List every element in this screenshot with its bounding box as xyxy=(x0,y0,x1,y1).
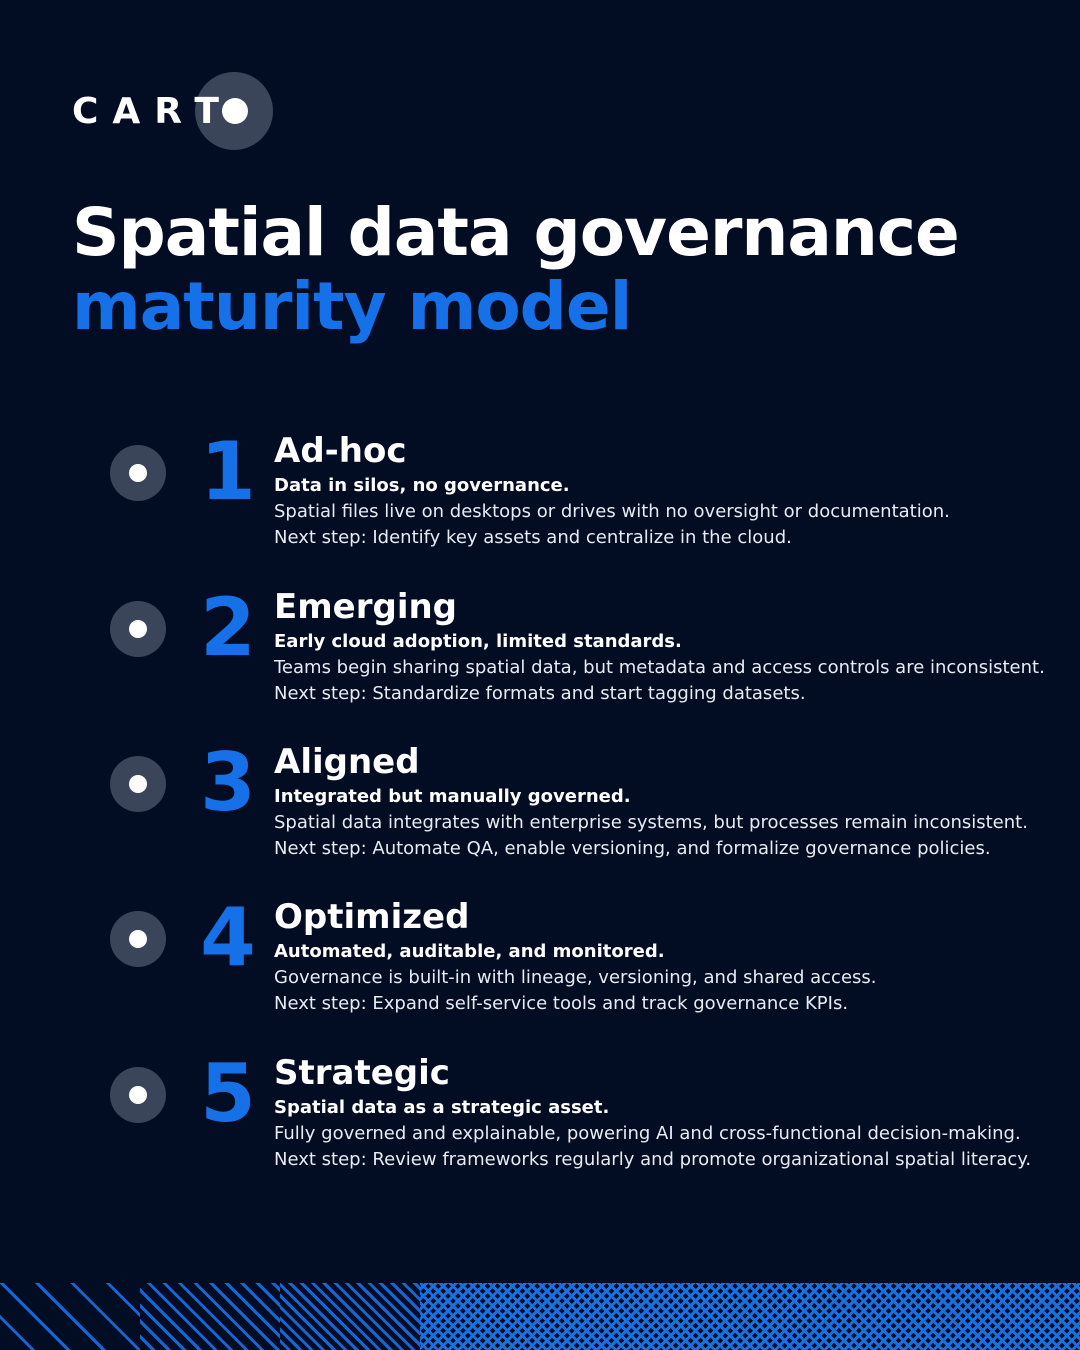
stage-5: 5 Strategic Spatial data as a strategic … xyxy=(0,1049,1080,1207)
decorative-pattern-dense xyxy=(280,1283,420,1350)
stage-3: 3 Aligned Integrated but manually govern… xyxy=(0,738,1080,896)
stage-text: Aligned Integrated but manually governed… xyxy=(274,740,1028,862)
stage-description: Teams begin sharing spatial data, but me… xyxy=(274,657,1045,678)
stage-summary: Early cloud adoption, limited standards. xyxy=(274,631,682,652)
stage-summary: Spatial data as a strategic asset. xyxy=(274,1097,610,1118)
stage-next-step: Next step: Automate QA, enable versionin… xyxy=(274,838,991,859)
stage-summary: Automated, auditable, and monitored. xyxy=(274,941,665,962)
stage-next-step: Next step: Expand self-service tools and… xyxy=(274,993,849,1014)
stage-summary: Data in silos, no governance. xyxy=(274,475,570,496)
stage-4: 4 Optimized Automated, auditable, and mo… xyxy=(0,893,1080,1051)
stage-text: Emerging Early cloud adoption, limited s… xyxy=(274,585,1045,707)
stage-name: Optimized xyxy=(274,897,470,937)
stage-name: Aligned xyxy=(274,742,420,782)
stage-number: 2 xyxy=(200,581,256,674)
stage-description: Fully governed and explainable, powering… xyxy=(274,1123,1021,1144)
stage-text: Strategic Spatial data as a strategic as… xyxy=(274,1051,1031,1173)
bullet-icon xyxy=(110,445,166,501)
stage-number: 1 xyxy=(200,425,256,518)
stage-name: Emerging xyxy=(274,587,458,627)
bullet-icon xyxy=(110,756,166,812)
stage-2: 2 Emerging Early cloud adoption, limited… xyxy=(0,583,1080,741)
stage-number: 4 xyxy=(200,891,256,984)
bullet-icon xyxy=(110,601,166,657)
stage-next-step: Next step: Standardize formats and start… xyxy=(274,683,806,704)
logo-dot-icon xyxy=(222,98,248,124)
stage-summary: Integrated but manually governed. xyxy=(274,786,631,807)
stage-text: Ad-hoc Data in silos, no governance. Spa… xyxy=(274,429,950,551)
bullet-icon xyxy=(110,911,166,967)
stage-number: 5 xyxy=(200,1047,256,1140)
stage-description: Governance is built-in with lineage, ver… xyxy=(274,967,877,988)
stage-name: Ad-hoc xyxy=(274,431,407,471)
stage-next-step: Next step: Review frameworks regularly a… xyxy=(274,1149,1032,1170)
page-title: Spatial data governance maturity model xyxy=(72,194,960,345)
stage-1: 1 Ad-hoc Data in silos, no governance. S… xyxy=(0,427,1080,585)
decorative-pattern-sparse xyxy=(0,1283,140,1350)
bullet-icon xyxy=(110,1067,166,1123)
decorative-pattern-medium xyxy=(140,1283,280,1350)
stage-next-step: Next step: Identify key assets and centr… xyxy=(274,527,792,548)
stage-number: 3 xyxy=(200,736,256,829)
title-line-2: maturity model xyxy=(72,268,632,345)
stage-text: Optimized Automated, auditable, and moni… xyxy=(274,895,877,1017)
stage-description: Spatial data integrates with enterprise … xyxy=(274,812,1028,833)
logo-text: CART xyxy=(72,90,233,132)
decorative-pattern-crosshatch xyxy=(420,1283,1080,1350)
carto-logo: CART xyxy=(72,72,273,150)
title-line-1: Spatial data governance xyxy=(72,194,960,271)
stage-name: Strategic xyxy=(274,1053,450,1093)
stage-description: Spatial files live on desktops or drives… xyxy=(274,501,950,522)
